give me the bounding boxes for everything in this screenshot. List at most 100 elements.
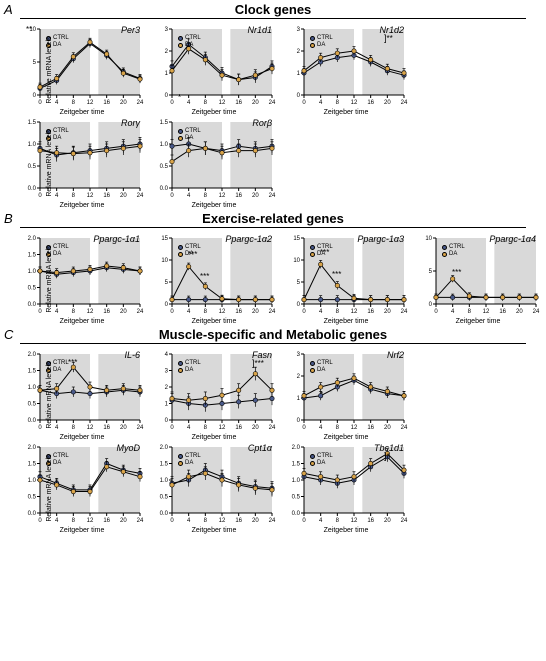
svg-text:24: 24	[401, 518, 408, 524]
x-axis-label: Zeitgeber time	[150, 434, 278, 441]
svg-text:4: 4	[55, 309, 59, 315]
legend-ctrl: CTRL	[53, 128, 69, 135]
significance-marker: ***	[452, 268, 461, 277]
svg-text:2.0: 2.0	[292, 445, 301, 451]
chart-nrf2: 012304812162024Nrf2 CTRL DAZeitgeber tim…	[282, 348, 410, 441]
significance-marker: ***	[332, 270, 341, 279]
svg-text:16: 16	[103, 193, 110, 199]
svg-text:16: 16	[235, 100, 242, 106]
significance-marker: ***	[320, 248, 329, 257]
legend-da: DA	[317, 367, 325, 374]
svg-text:20: 20	[252, 193, 259, 199]
svg-text:0.0: 0.0	[28, 511, 37, 517]
svg-text:0: 0	[302, 100, 306, 106]
section-title: Clock genes	[20, 2, 526, 19]
svg-text:12: 12	[351, 425, 358, 431]
svg-text:0: 0	[297, 93, 301, 99]
svg-text:12: 12	[87, 193, 94, 199]
section-b: BExercise-related genes0.00.51.01.52.004…	[0, 211, 546, 325]
svg-text:12: 12	[219, 309, 226, 315]
chart-rorβ: 0.00.51.01.504812162024Rorβ CTRL DAZeitg…	[150, 116, 278, 209]
gene-label: Rorγ	[121, 118, 140, 128]
svg-text:4: 4	[187, 309, 191, 315]
chart-row: 051004812162024Per3 CTRL DARelative mRNA…	[0, 23, 546, 116]
legend: CTRL DA	[178, 453, 201, 467]
svg-text:4: 4	[319, 518, 323, 524]
svg-text:1.5: 1.5	[160, 120, 169, 126]
svg-text:3: 3	[165, 27, 169, 33]
legend-da: DA	[185, 42, 193, 49]
svg-text:0: 0	[170, 309, 174, 315]
svg-text:20: 20	[120, 193, 127, 199]
svg-text:0.5: 0.5	[28, 495, 37, 501]
svg-text:1: 1	[297, 396, 301, 402]
svg-text:24: 24	[401, 100, 408, 106]
svg-text:4: 4	[187, 100, 191, 106]
legend-da: DA	[185, 367, 193, 374]
svg-text:4: 4	[187, 425, 191, 431]
svg-text:8: 8	[336, 518, 340, 524]
svg-text:15: 15	[161, 236, 168, 242]
svg-text:0: 0	[302, 309, 306, 315]
svg-text:16: 16	[103, 309, 110, 315]
svg-text:0.0: 0.0	[160, 511, 169, 517]
legend-da: DA	[53, 251, 61, 258]
svg-text:16: 16	[235, 309, 242, 315]
panel-letter: B	[4, 211, 13, 226]
svg-text:1.5: 1.5	[292, 462, 301, 468]
svg-text:20: 20	[252, 100, 259, 106]
x-axis-label: Zeitgeber time	[18, 434, 146, 441]
legend-ctrl: CTRL	[53, 244, 69, 251]
significance-marker: ]*	[384, 451, 390, 461]
svg-text:5: 5	[165, 280, 169, 286]
svg-text:12: 12	[219, 193, 226, 199]
legend-ctrl: CTRL	[53, 360, 69, 367]
svg-text:1: 1	[165, 402, 169, 408]
svg-text:0: 0	[170, 518, 174, 524]
svg-text:4: 4	[187, 193, 191, 199]
svg-text:24: 24	[533, 309, 540, 315]
svg-text:8: 8	[204, 518, 208, 524]
svg-text:16: 16	[103, 518, 110, 524]
svg-text:12: 12	[351, 100, 358, 106]
chart-ppargc-1α2: 05101504812162024Ppargc-1α2 CTRL DAZeitg…	[150, 232, 278, 325]
svg-text:24: 24	[401, 425, 408, 431]
gene-label: Ppargc-1α2	[225, 234, 272, 244]
svg-text:2.0: 2.0	[28, 236, 37, 242]
svg-text:8: 8	[72, 309, 76, 315]
legend-da: DA	[317, 42, 325, 49]
gene-label: Rorβ	[252, 118, 272, 128]
svg-text:0.5: 0.5	[28, 286, 37, 292]
chart-per3: 051004812162024Per3 CTRL DARelative mRNA…	[18, 23, 146, 116]
svg-text:1.5: 1.5	[28, 369, 37, 375]
svg-text:0: 0	[33, 93, 37, 99]
svg-text:0.5: 0.5	[292, 495, 301, 501]
chart-tbc1d1: 0.00.51.01.52.004812162024Tbc1d1 CTRL DA…	[282, 441, 410, 534]
x-axis-label: Zeitgeber time	[414, 318, 542, 325]
svg-text:2.0: 2.0	[160, 445, 169, 451]
svg-text:8: 8	[204, 100, 208, 106]
svg-text:16: 16	[367, 518, 374, 524]
section-a: AClock genes051004812162024Per3 CTRL DAR…	[0, 2, 546, 209]
svg-text:16: 16	[103, 100, 110, 106]
significance-marker: *	[320, 390, 323, 399]
svg-text:20: 20	[120, 309, 127, 315]
svg-text:1.5: 1.5	[28, 120, 37, 126]
section-c: CMuscle-specific and Metabolic genes0.00…	[0, 327, 546, 534]
svg-text:4: 4	[55, 100, 59, 106]
svg-text:16: 16	[235, 425, 242, 431]
svg-text:20: 20	[384, 518, 391, 524]
svg-text:0.5: 0.5	[28, 402, 37, 408]
svg-text:3: 3	[297, 352, 301, 358]
chart-row: 0.00.51.01.52.004812162024MyoD CTRL DARe…	[0, 441, 546, 534]
svg-text:12: 12	[351, 518, 358, 524]
chart-ppargc-1α4: 051004812162024Ppargc-1α4 CTRL DAZeitgeb…	[414, 232, 542, 325]
svg-text:24: 24	[269, 100, 276, 106]
legend-da: DA	[449, 251, 457, 258]
significance-marker: ***	[200, 272, 209, 281]
svg-text:24: 24	[137, 425, 144, 431]
legend-da: DA	[53, 42, 61, 49]
y-axis-label: Relative mRNA levels	[46, 36, 53, 103]
svg-text:4: 4	[319, 309, 323, 315]
svg-text:24: 24	[269, 309, 276, 315]
